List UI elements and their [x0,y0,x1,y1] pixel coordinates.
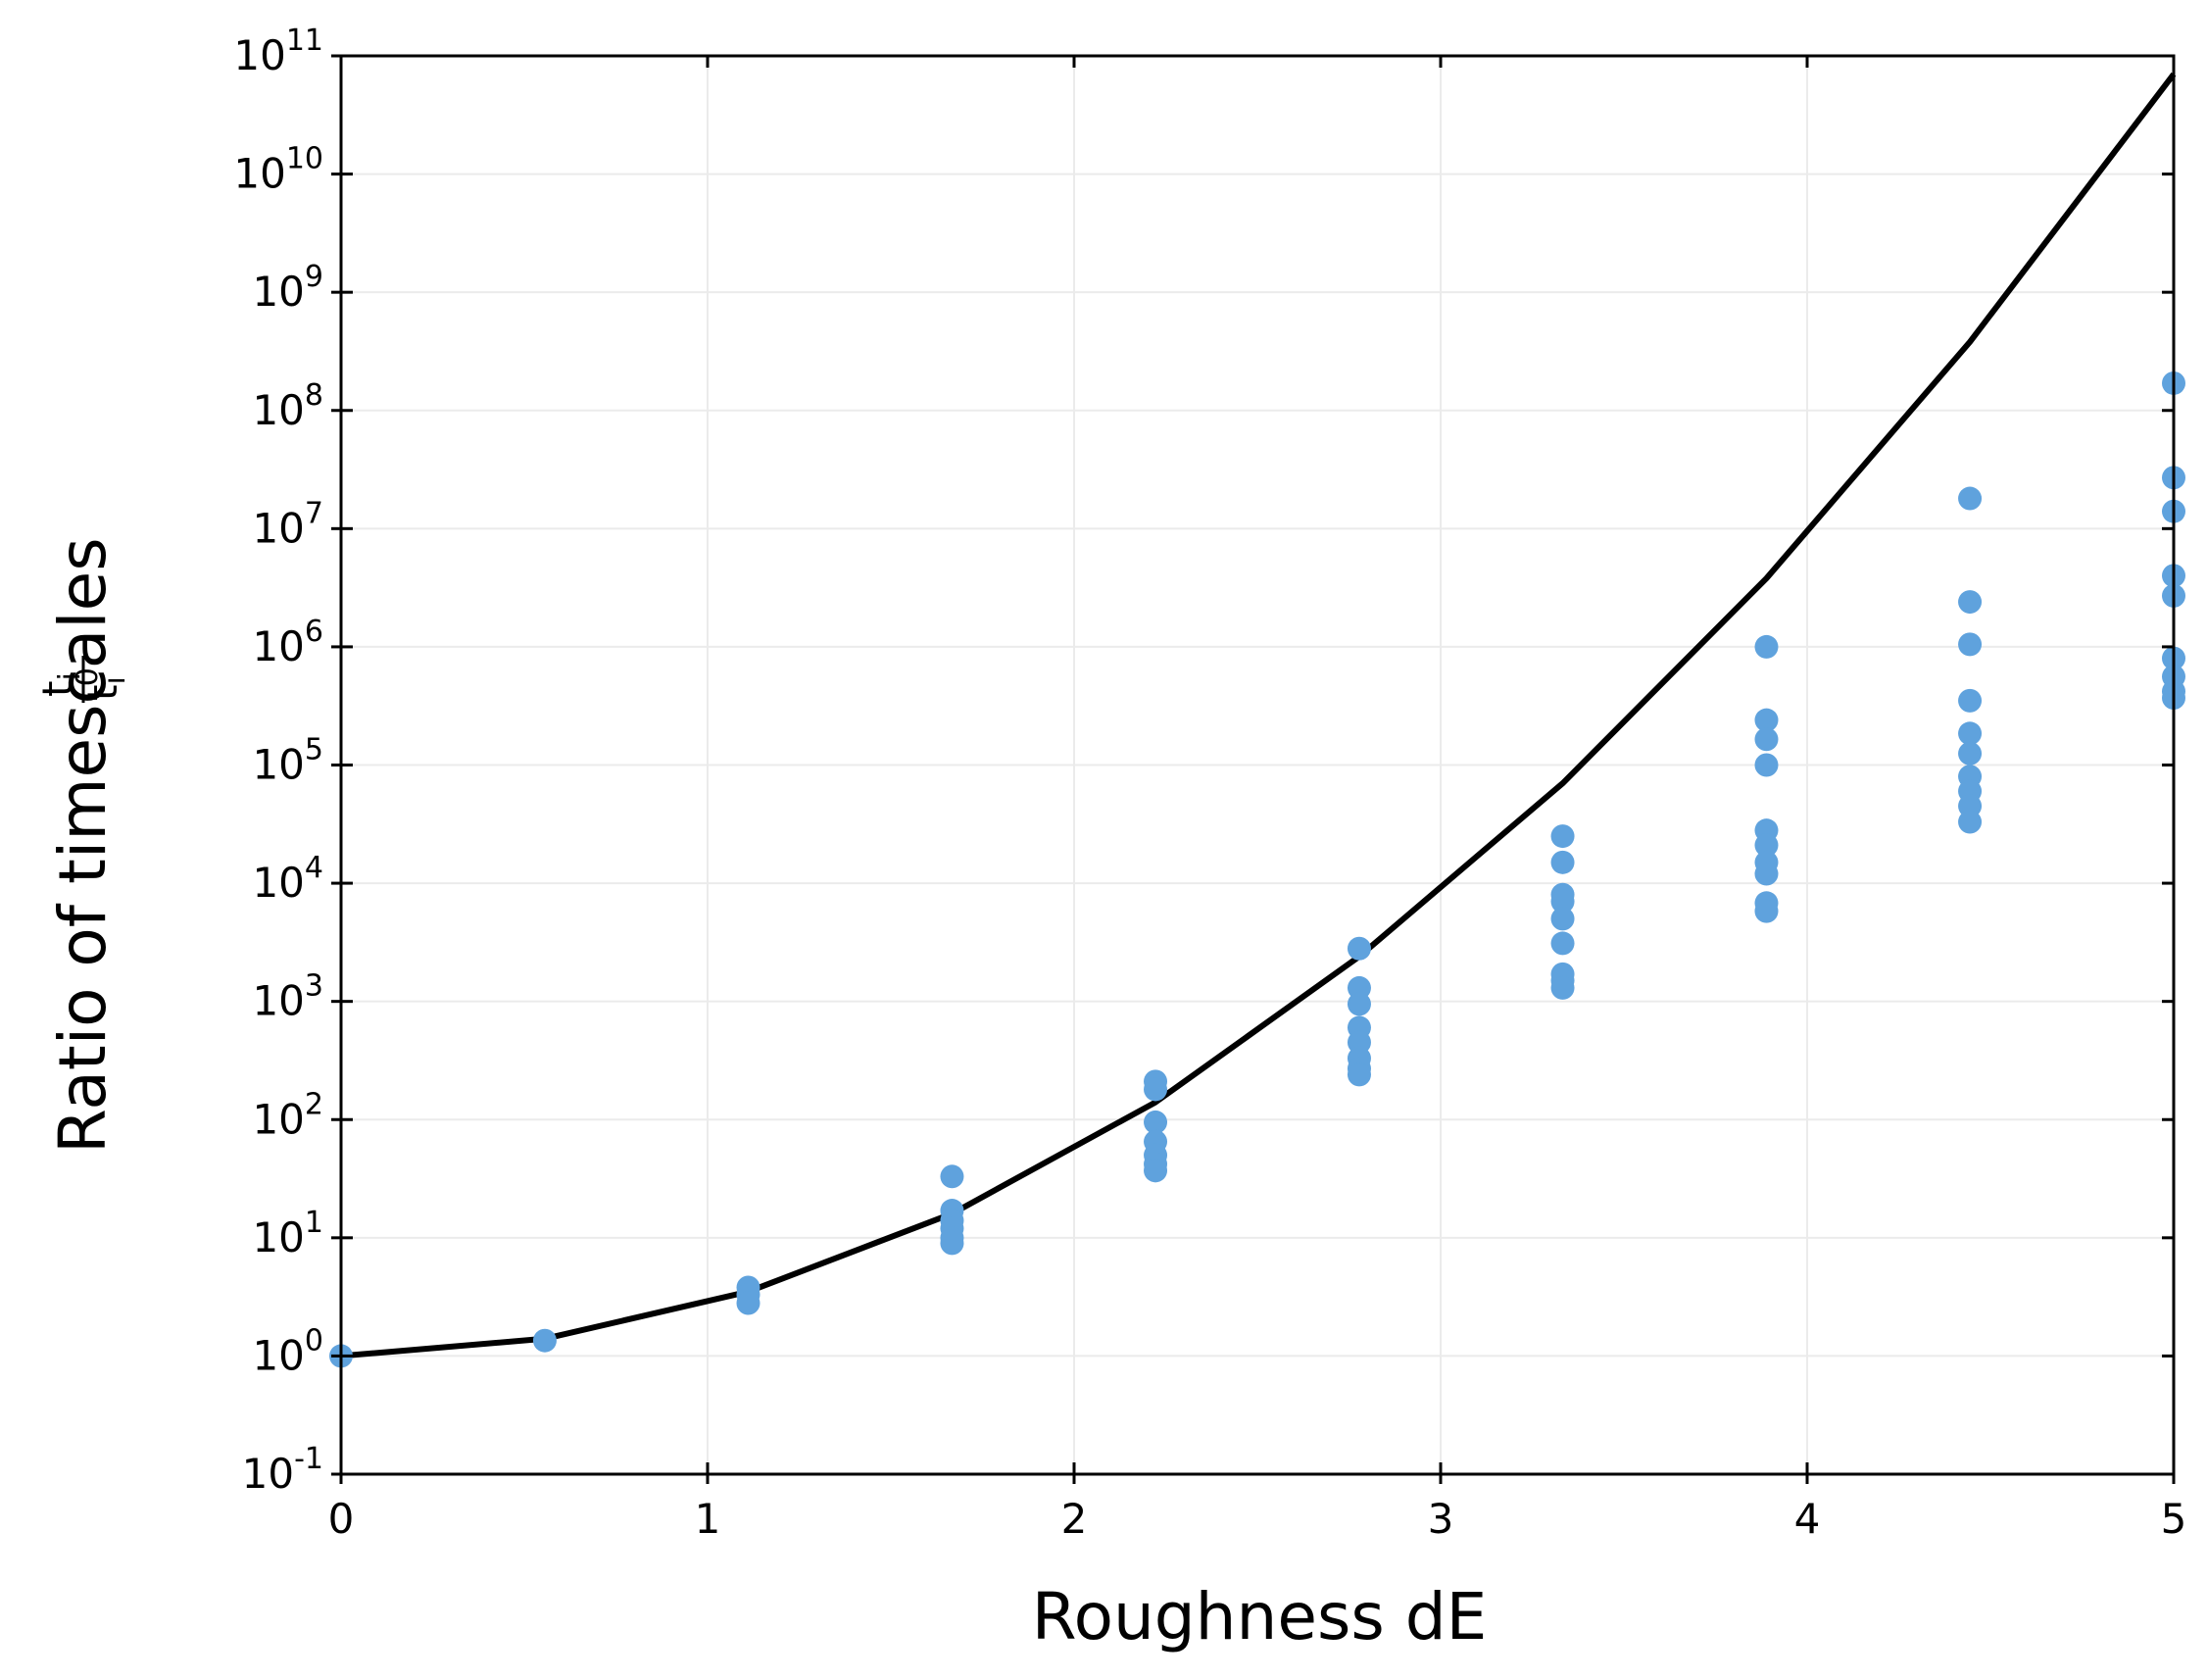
y-tick-exponent: 7 [305,496,323,530]
y-axis-fraction: ti ti0 [33,656,132,703]
data-point [532,1328,557,1353]
data-point [1754,862,1779,886]
y-tick-base: 10 [242,1450,294,1498]
y-tick-exponent: 3 [305,969,323,1004]
y-tick-label: 10-1 [242,1442,323,1498]
y-axis-title-group: Ratio of timescales ti ti0 [33,537,132,1154]
y-tick-exponent: 1 [305,1206,323,1240]
y-tick-label: 105 [252,733,323,789]
x-tick-labels: 0 1 2 3 4 5 [328,1495,2187,1543]
y-tick-label: 1011 [233,24,323,79]
y-tick-exponent: 10 [286,142,323,176]
y-tick-base: 10 [233,150,285,198]
y-tick-base: 10 [252,1331,304,1379]
y-tick-base: 10 [252,268,304,316]
data-point [1958,590,1983,615]
y-tick-base: 10 [252,977,304,1025]
data-point [1754,708,1779,732]
y-tick-base: 10 [252,859,304,907]
y-tick-base: 10 [233,31,285,79]
data-point [1754,634,1779,659]
y-tick-label: 106 [252,615,323,670]
data-point [1550,850,1575,874]
y-tick-label: 103 [252,969,323,1025]
y-tick-exponent: 8 [305,378,323,413]
data-point [1958,632,1983,657]
ticks [331,54,2176,1484]
series-points-group [329,371,2185,1368]
x-tick-label: 4 [1794,1495,1821,1543]
data-point [1347,992,1371,1016]
y-tick-base: 10 [252,622,304,670]
x-tick-label: 1 [695,1495,721,1543]
data-point [736,1291,760,1315]
data-point [1754,727,1779,752]
data-point [940,1164,964,1189]
data-point [1958,486,1983,511]
y-axis-title: Ratio of timescales [45,537,121,1154]
fraction-denominator: ti0 [71,667,132,701]
data-point [940,1231,964,1256]
y-tick-label: 1010 [233,142,323,198]
x-axis-title: Roughness dE [1032,1579,1488,1655]
data-point [1144,1110,1168,1134]
y-tick-label: 100 [252,1323,323,1379]
trend-line [340,72,2177,1359]
data-point [1550,889,1575,914]
y-tick-label: 108 [252,378,323,434]
y-tick-base: 10 [252,386,304,434]
y-tick-labels: 10-1100101102103104105106107108109101010… [233,24,323,1498]
y-tick-exponent: 0 [305,1323,323,1358]
y-tick-label: 104 [252,851,323,907]
fraction-numerator: ti [33,672,87,697]
data-point [1550,824,1575,849]
data-point [1754,899,1779,923]
y-tick-exponent: 5 [305,733,323,767]
data-point [1958,741,1983,766]
y-tick-exponent: 11 [286,24,323,58]
data-point [1347,975,1371,1000]
y-tick-exponent: 4 [305,851,323,885]
data-point [1550,907,1575,931]
data-point [1144,1077,1168,1102]
data-point [1550,975,1575,1000]
data-point [1347,1062,1371,1087]
y-tick-exponent: 9 [305,260,323,294]
x-tick-label: 3 [1428,1495,1454,1543]
x-tick-label: 5 [2161,1495,2187,1543]
data-point [1144,1159,1168,1183]
data-point [1550,931,1575,956]
data-point [1958,721,1983,746]
y-tick-base: 10 [252,1095,304,1143]
y-tick-label: 102 [252,1087,323,1143]
y-tick-exponent: 6 [305,615,323,649]
data-point [1958,688,1983,713]
x-tick-label: 0 [328,1495,355,1543]
series-line-group [340,72,2177,1359]
data-point [1347,936,1371,961]
y-tick-exponent: 2 [305,1087,323,1121]
y-tick-label: 107 [252,496,323,552]
data-point [1754,753,1779,777]
y-tick-label: 101 [252,1206,323,1261]
y-tick-base: 10 [252,1213,304,1261]
y-tick-exponent: -1 [294,1442,323,1476]
y-tick-label: 109 [252,260,323,316]
data-point [1754,833,1779,858]
y-tick-base: 10 [252,504,304,552]
x-tick-label: 2 [1061,1495,1088,1543]
y-tick-base: 10 [252,741,304,789]
data-point [1958,810,1983,834]
